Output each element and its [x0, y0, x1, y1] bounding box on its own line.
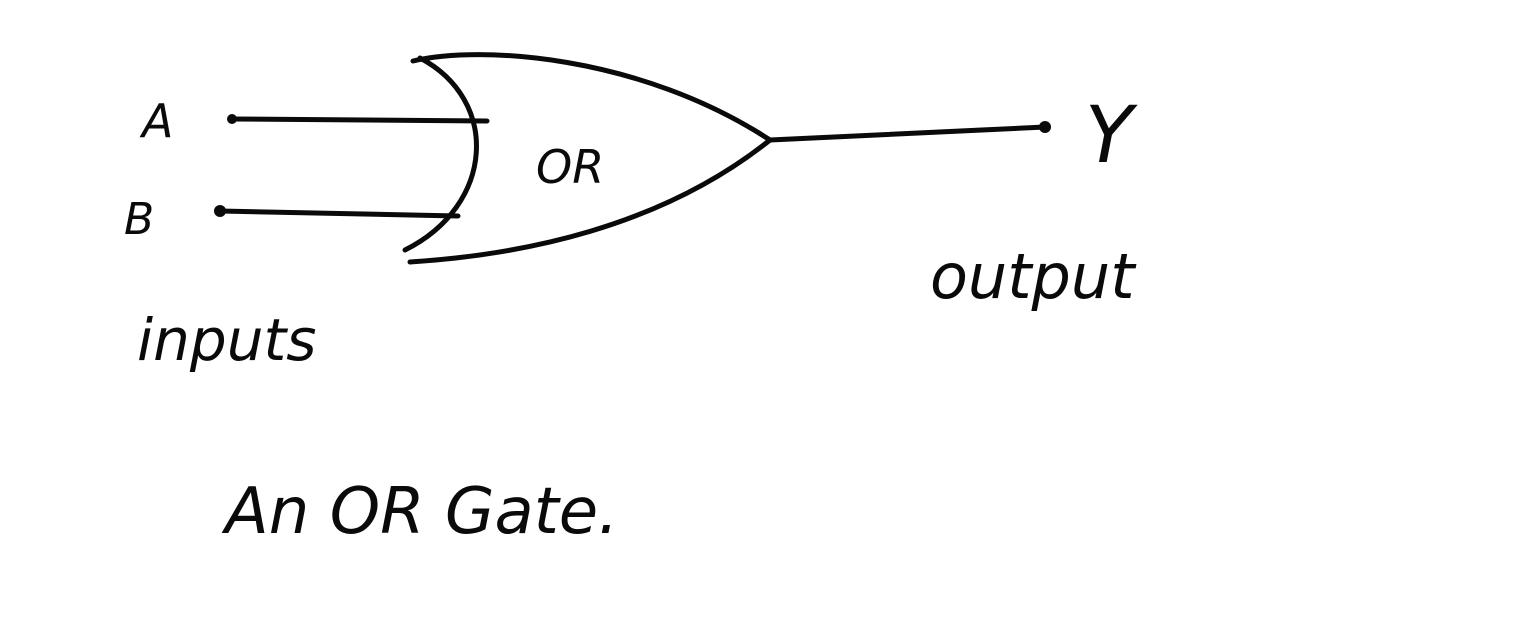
- output-caption: output: [930, 240, 1137, 313]
- input-label-a: A: [139, 94, 173, 148]
- input-label-b: B: [124, 194, 154, 245]
- input-wire-b: [214, 205, 461, 219]
- gate-label: OR: [536, 140, 604, 194]
- inputs-caption: inputs: [137, 306, 316, 374]
- input-wire-a: [227, 114, 490, 124]
- diagram-caption: An OR Gate.: [221, 475, 619, 549]
- output-label-y: Y: [1085, 91, 1138, 181]
- output-wire-y: [767, 121, 1051, 143]
